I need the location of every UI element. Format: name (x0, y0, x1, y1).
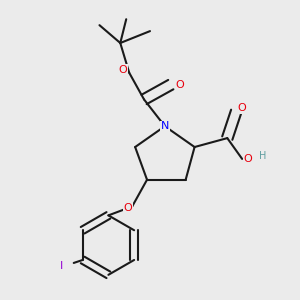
Text: H: H (259, 151, 267, 161)
Text: O: O (175, 80, 184, 90)
Text: O: O (244, 154, 253, 164)
Text: N: N (161, 121, 169, 131)
Text: O: O (238, 103, 247, 113)
Text: O: O (123, 203, 132, 213)
Text: I: I (60, 261, 64, 271)
Text: O: O (119, 65, 128, 75)
